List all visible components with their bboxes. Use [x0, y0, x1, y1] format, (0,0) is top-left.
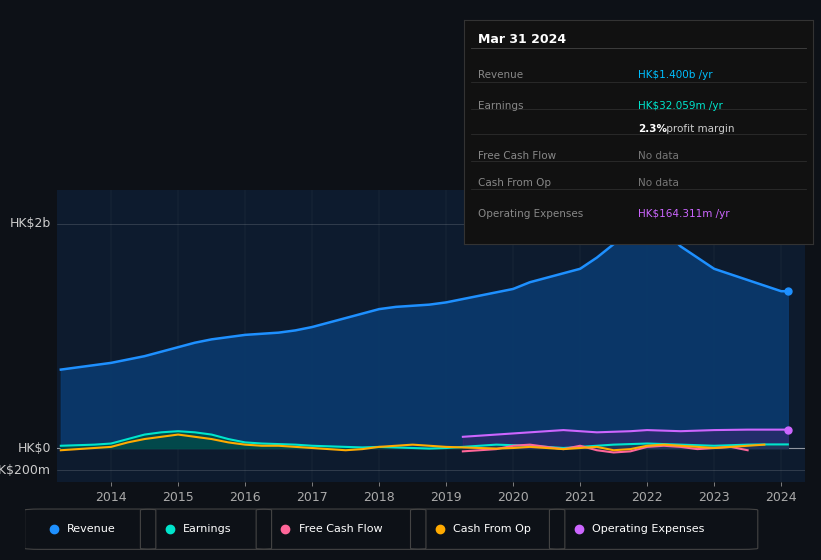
Text: Cash From Op: Cash From Op: [478, 178, 551, 188]
Text: Free Cash Flow: Free Cash Flow: [299, 524, 383, 534]
Text: No data: No data: [639, 178, 679, 188]
Text: -HK$200m: -HK$200m: [0, 464, 51, 477]
Text: HK$2b: HK$2b: [10, 217, 51, 231]
Text: profit margin: profit margin: [663, 124, 735, 134]
Text: Free Cash Flow: Free Cash Flow: [478, 151, 556, 161]
Text: Earnings: Earnings: [183, 524, 232, 534]
Text: Revenue: Revenue: [478, 70, 523, 80]
Text: Earnings: Earnings: [478, 101, 523, 111]
Text: HK$32.059m /yr: HK$32.059m /yr: [639, 101, 723, 111]
Text: 2.3%: 2.3%: [639, 124, 667, 134]
Text: HK$0: HK$0: [17, 441, 51, 455]
Text: Mar 31 2024: Mar 31 2024: [478, 33, 566, 46]
Text: HK$1.400b /yr: HK$1.400b /yr: [639, 70, 713, 80]
Text: Operating Expenses: Operating Expenses: [592, 524, 704, 534]
Text: Revenue: Revenue: [67, 524, 116, 534]
Text: Operating Expenses: Operating Expenses: [478, 209, 583, 219]
Text: Cash From Op: Cash From Op: [453, 524, 531, 534]
Text: HK$164.311m /yr: HK$164.311m /yr: [639, 209, 730, 219]
Text: No data: No data: [639, 151, 679, 161]
